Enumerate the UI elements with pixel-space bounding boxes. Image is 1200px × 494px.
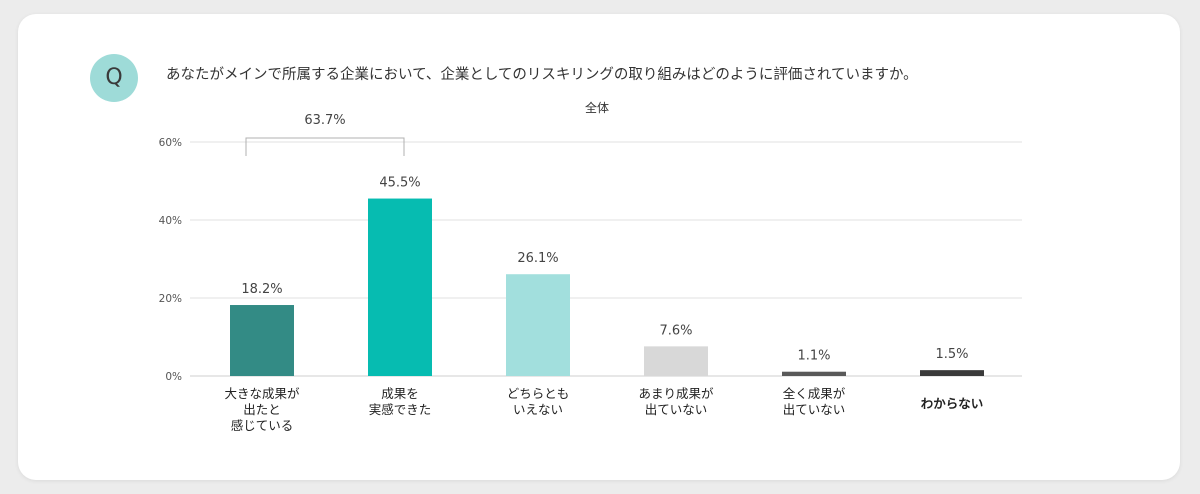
x-tick-label: 全く成果が	[783, 386, 846, 401]
chart-title: 全体	[585, 100, 609, 115]
data-label: 26.1%	[517, 251, 558, 266]
data-label: 18.2%	[241, 282, 282, 297]
y-tick-label: 0%	[165, 371, 182, 383]
x-tick-label: 実感できた	[369, 402, 432, 417]
y-tick-label: 20%	[159, 293, 182, 305]
question-text: あなたがメインで所属する企業において、企業としてのリスキリングの取り組みはどのよ…	[166, 67, 918, 83]
bar	[506, 274, 570, 376]
bar	[782, 371, 846, 376]
y-tick-label: 60%	[159, 137, 182, 149]
x-tick-label: あまり成果が	[638, 386, 714, 401]
bar	[368, 198, 432, 376]
x-tick-label: 出ていない	[783, 402, 846, 417]
bar	[644, 346, 708, 376]
data-label: 7.6%	[659, 323, 692, 338]
bar	[230, 305, 294, 376]
data-label: 1.1%	[797, 349, 830, 364]
x-tick-label: 感じている	[231, 418, 294, 433]
bracket-label: 63.7%	[304, 113, 345, 128]
data-label: 45.5%	[379, 176, 420, 191]
x-tick-label: 出たと	[243, 402, 281, 417]
chart-card	[18, 14, 1180, 480]
question-badge: Q	[90, 54, 138, 102]
x-tick-label: わからない	[921, 396, 984, 411]
x-tick-label: どちらとも	[507, 386, 570, 401]
bracket	[245, 137, 405, 156]
x-tick-label: 成果を	[381, 386, 419, 401]
data-label: 1.5%	[935, 347, 968, 362]
y-tick-label: 40%	[159, 215, 182, 227]
x-tick-label: 出ていない	[645, 402, 708, 417]
x-tick-label: いえない	[513, 402, 563, 417]
bar	[920, 370, 984, 376]
x-tick-label: 大きな成果が	[224, 386, 300, 401]
